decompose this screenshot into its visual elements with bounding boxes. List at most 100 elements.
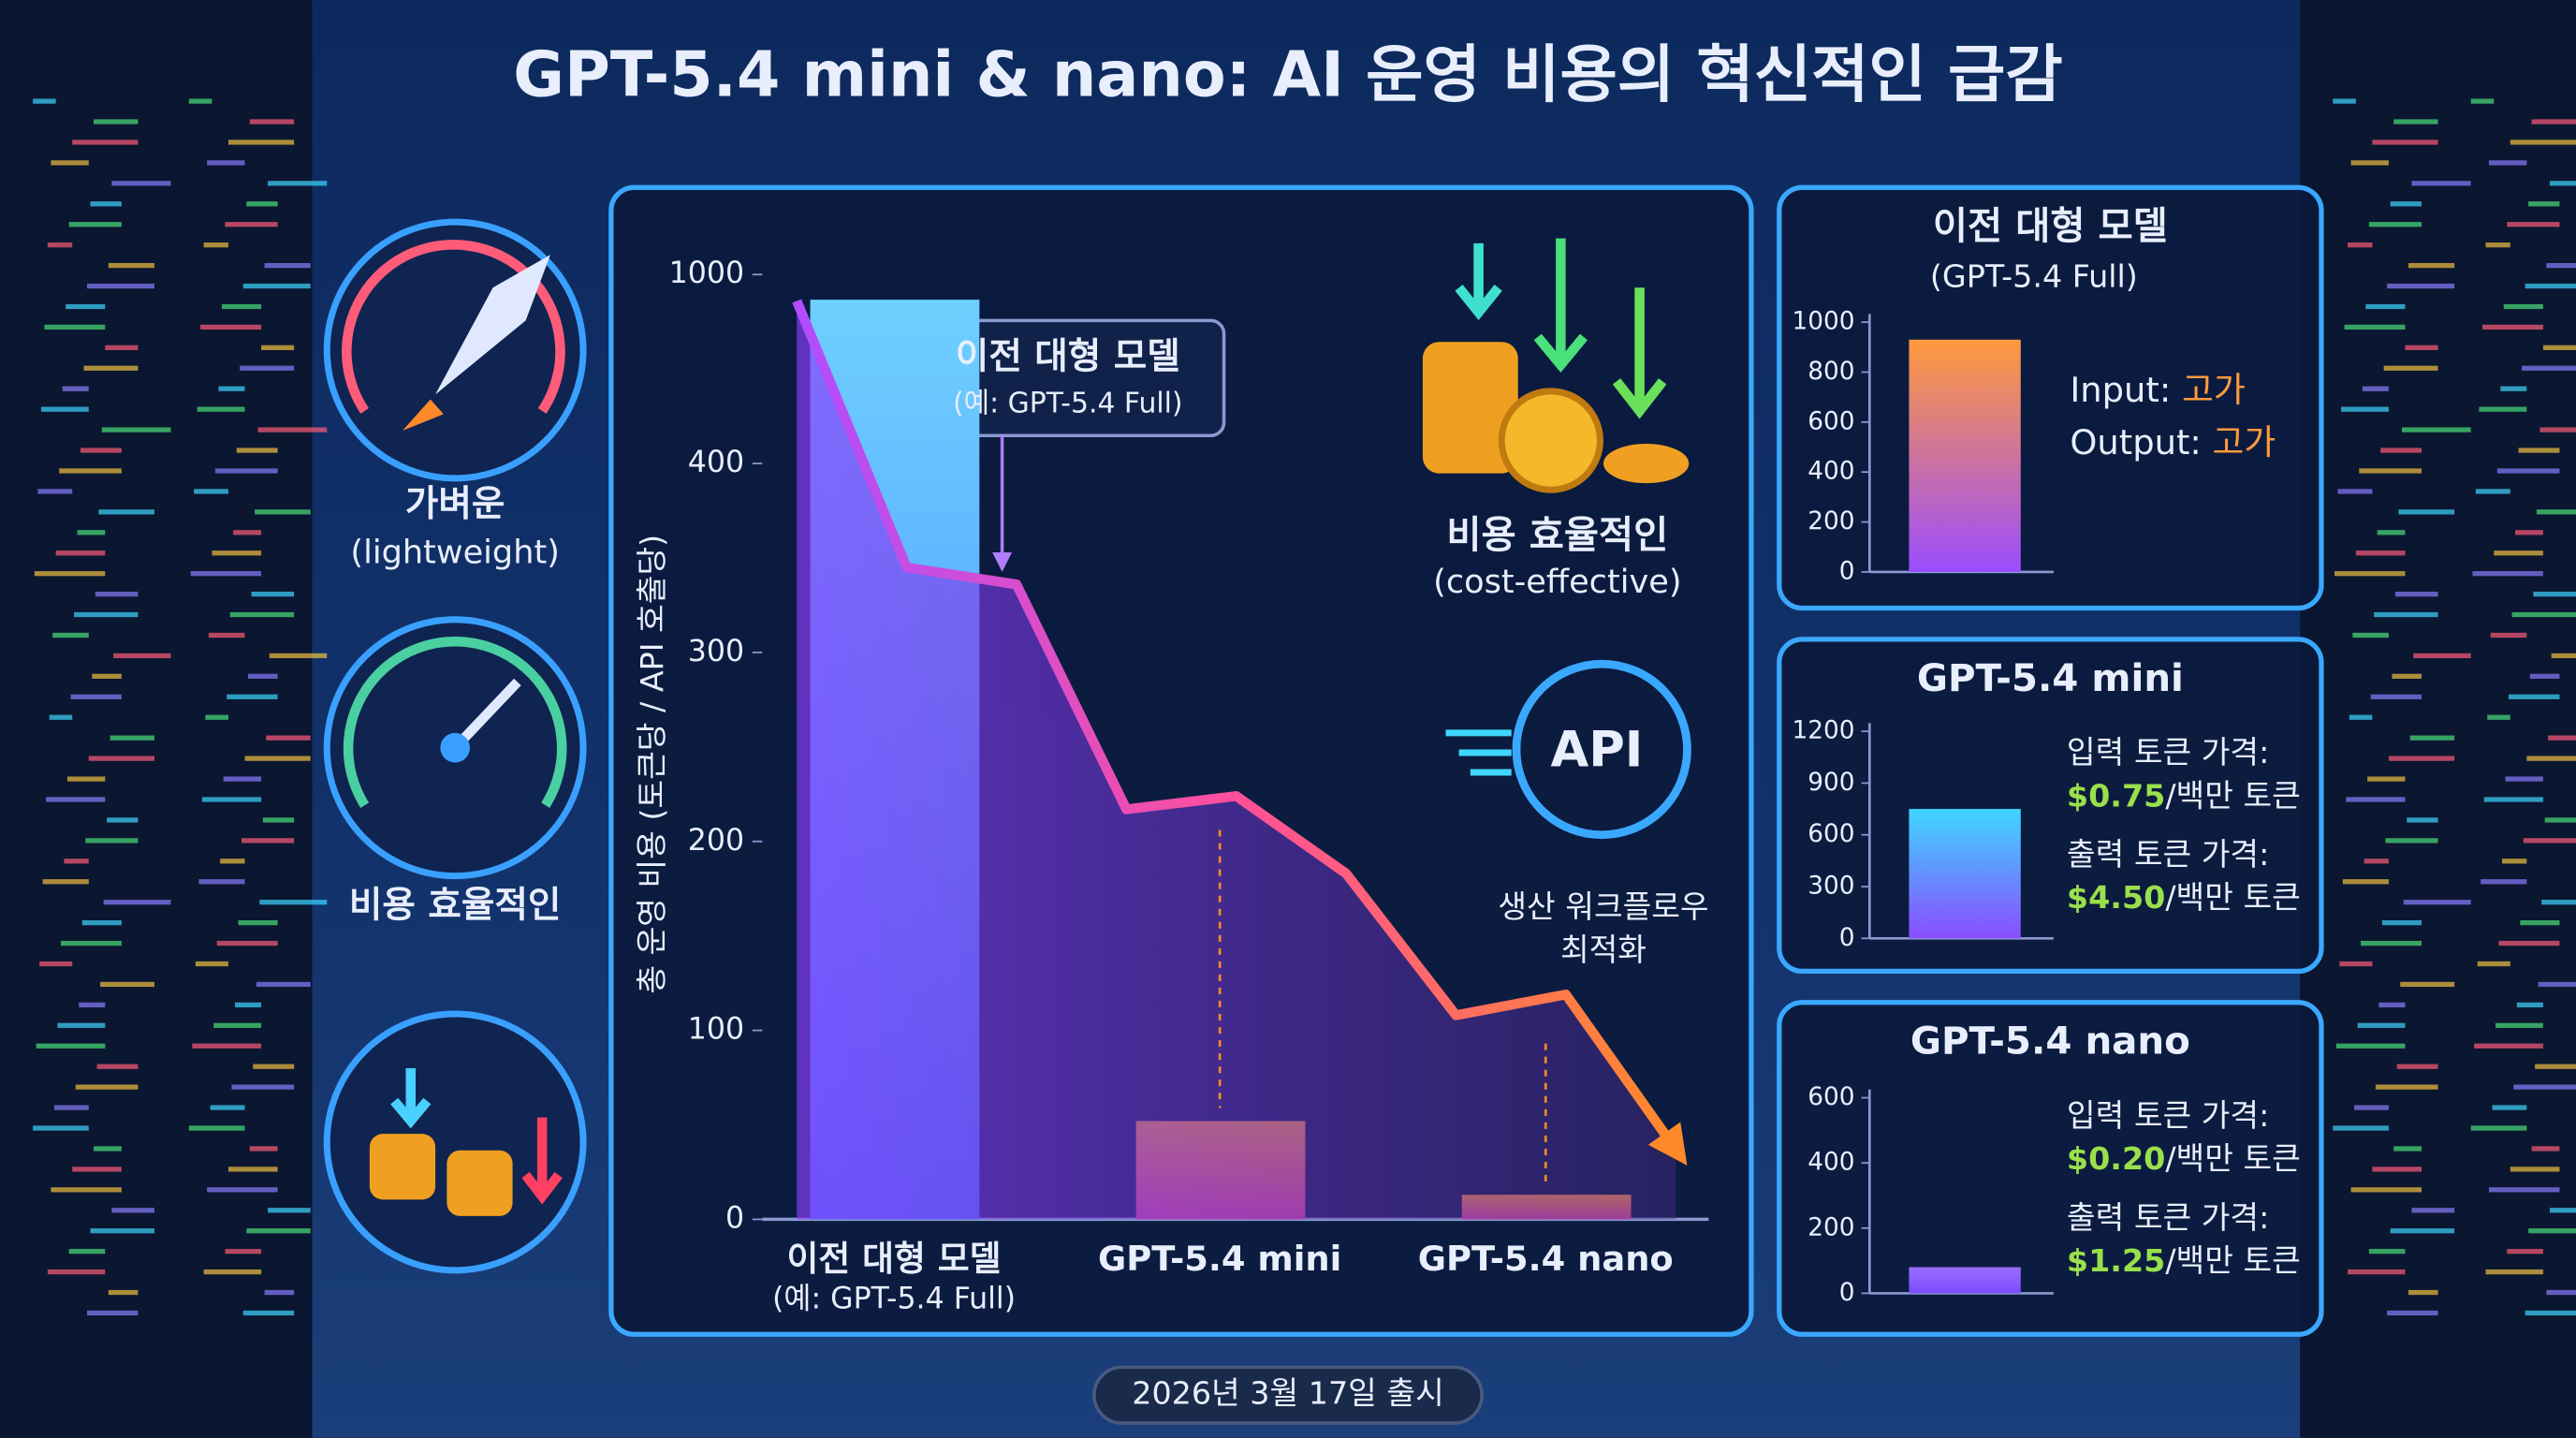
rack-led	[60, 940, 122, 946]
y-tick-label: 0	[1839, 924, 1855, 952]
icon-circle	[323, 1010, 587, 1274]
rack-led	[2526, 756, 2576, 761]
rack-led	[92, 673, 122, 679]
rack-led	[240, 365, 295, 371]
icon-arrow	[521, 1117, 563, 1205]
rack-led	[2479, 406, 2527, 412]
rack-led	[213, 1022, 262, 1028]
rack-led	[2372, 1167, 2422, 1172]
rack-led	[53, 1105, 89, 1110]
rack-led	[87, 283, 154, 289]
rack-led	[2546, 1289, 2576, 1296]
rack-led	[225, 222, 278, 227]
rack-led	[2528, 201, 2560, 207]
rack-led	[2388, 756, 2455, 761]
rack-led	[34, 571, 106, 577]
rack-led	[188, 1125, 245, 1131]
rack-led	[216, 940, 278, 946]
rack-led	[2408, 1289, 2438, 1296]
rack-led	[95, 591, 139, 597]
category-note: (예: GPT-5.4 Full)	[772, 1282, 1016, 1315]
annotation-sub: (cost-effective)	[1433, 563, 1681, 601]
api-icon	[1445, 659, 1691, 840]
rack-led	[85, 838, 139, 844]
rack-led	[39, 961, 73, 967]
rack-led	[2502, 858, 2527, 864]
rack-led	[37, 489, 73, 494]
note: $4.50/백만 토큰	[2067, 879, 2301, 916]
note: $0.75/백만 토큰	[2067, 777, 2301, 814]
rack-led	[2481, 324, 2543, 330]
rack-led	[2346, 797, 2406, 802]
rack-led	[2333, 1125, 2389, 1131]
rack-led	[79, 1002, 106, 1008]
rack-led	[2400, 981, 2455, 988]
rack-led	[98, 509, 154, 515]
y-tick-label: 1200	[1793, 717, 1855, 745]
rack-led	[108, 1289, 139, 1296]
rack-led	[105, 345, 139, 350]
rack-led	[249, 1146, 278, 1152]
rack-led	[244, 756, 311, 761]
note: $0.20/백만 토큰	[2067, 1140, 2301, 1177]
rack-led	[2348, 242, 2373, 248]
rack-led	[264, 1289, 295, 1296]
rack-led	[2407, 817, 2438, 823]
rack-led	[33, 98, 56, 104]
icon-coins	[1422, 342, 1518, 474]
icon-arrow	[1533, 238, 1588, 374]
y-tick-label: 300	[688, 635, 744, 668]
rack-led	[242, 1310, 295, 1316]
feature-label: 가벼운	[405, 483, 505, 525]
rack-led	[200, 324, 262, 330]
trend-area	[797, 301, 1676, 1220]
rack-led	[2494, 550, 2543, 556]
y-tick-label: 400	[688, 446, 744, 479]
rack-led	[42, 879, 89, 885]
y-tick-label: 0	[1839, 557, 1855, 585]
icon-arrow	[1612, 287, 1667, 419]
rack-led	[256, 981, 311, 988]
note-price: $1.25	[2067, 1242, 2165, 1279]
rack-led	[2348, 1269, 2406, 1275]
release-date: 2026년 3월 17일 출시	[1132, 1375, 1444, 1412]
panel-title: 이전 대형 모델	[1933, 204, 2168, 248]
icon-hub	[440, 732, 470, 763]
rack-led	[269, 653, 328, 659]
rack-led	[2470, 98, 2495, 104]
y-tick-label: 200	[1808, 1213, 1854, 1241]
rack-led	[233, 530, 262, 536]
cost-icon	[1422, 238, 1690, 493]
icon-coin	[1603, 444, 1690, 484]
rack-led	[2546, 262, 2576, 269]
rack-led	[2352, 632, 2389, 638]
rack-led	[70, 694, 122, 699]
rack-led	[198, 879, 245, 885]
rack-led	[2342, 879, 2389, 885]
rack-led	[212, 550, 262, 556]
rack-led	[266, 735, 311, 741]
rack-led	[33, 1125, 89, 1131]
rack-led	[2503, 303, 2543, 310]
rack-led	[197, 406, 245, 412]
rack-led	[262, 817, 295, 823]
note-label: Output:	[2070, 422, 2212, 462]
rack-led	[2474, 1043, 2543, 1049]
note-label: 입력 토큰 가격:	[2067, 734, 2269, 770]
rack-led	[205, 714, 228, 720]
rack-led	[2408, 262, 2455, 269]
rack-led	[242, 283, 311, 289]
rack-led	[51, 1187, 122, 1193]
rack-led	[2500, 386, 2527, 391]
rack-led	[52, 632, 89, 638]
rack	[2300, 0, 2576, 1438]
x-tick-label: 이전 대형 모델	[787, 1239, 1002, 1279]
rack-led	[2485, 242, 2510, 248]
rack-led	[2496, 468, 2560, 474]
rack-led	[2405, 345, 2438, 350]
rack-led	[2334, 571, 2406, 577]
note: Input: 고가	[2070, 369, 2245, 409]
icon-flame	[402, 399, 444, 431]
